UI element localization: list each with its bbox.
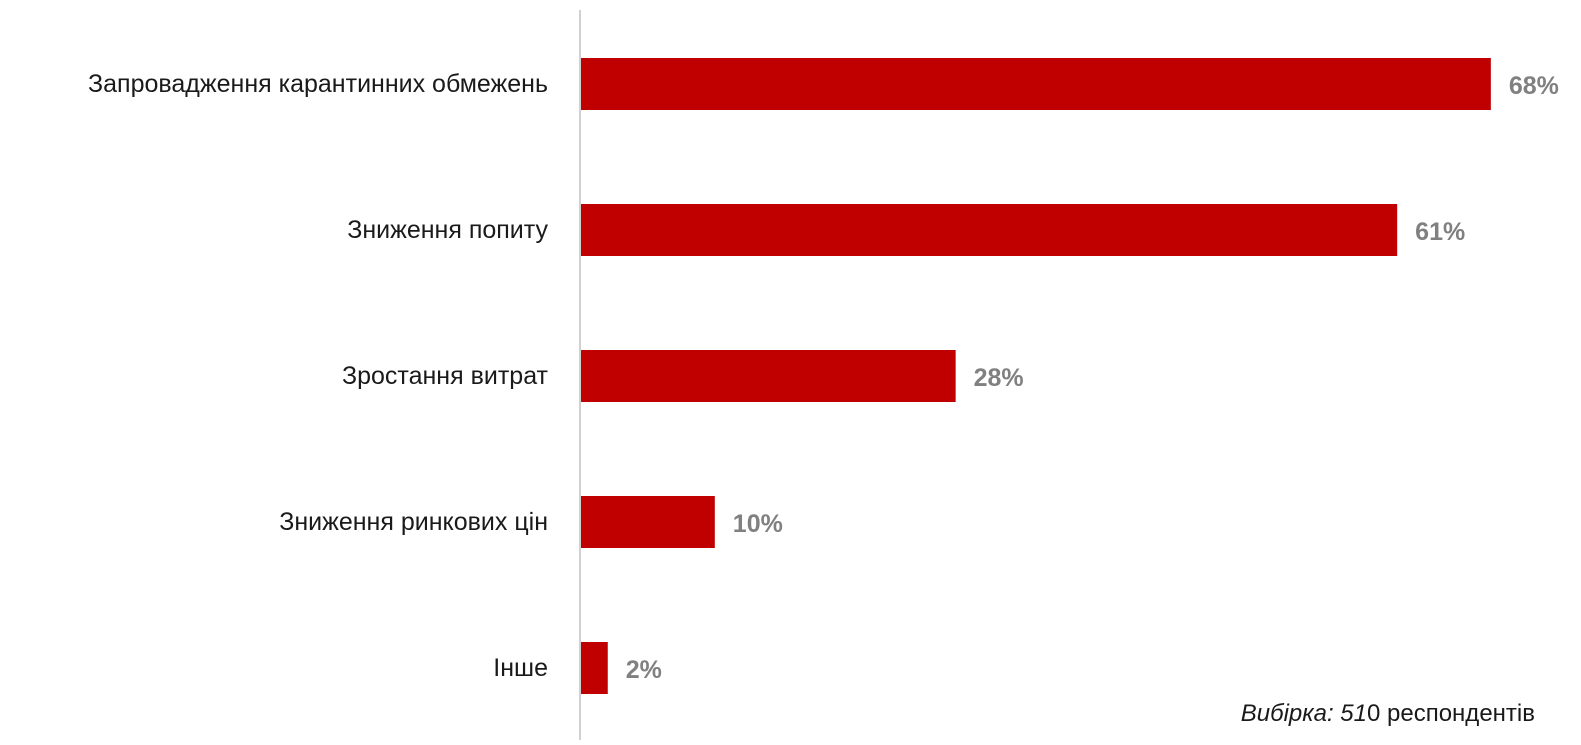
category-label: Зниження ринкових цін [279,508,548,536]
sample-size-suffix: 0 респондентів [1367,700,1535,727]
value-label: 68% [1509,72,1559,100]
category-label: Зростання витрат [342,362,549,390]
sample-size-note: Вибірка: 510 респондентів [1241,700,1535,728]
bar [581,58,1491,110]
value-label: 2% [626,656,662,684]
bar-group: Зниження ринкових цін 10% [279,496,783,548]
bar [581,204,1398,256]
bar-group: Запровадження карантинних обмежень 68% [88,58,1559,110]
category-label: Зниження попиту [347,216,548,244]
category-label: Інше [493,654,548,682]
bar-group: Інше 2% [493,642,662,694]
bar [581,496,715,548]
value-label: 10% [733,510,783,538]
category-label: Запровадження карантинних обмежень [88,70,548,98]
bars-layer: Запровадження карантинних обмежень 68% Зни… [88,58,1559,694]
bar-group: Зростання витрат 28% [342,350,1024,402]
sample-size-number: 51 [1340,700,1367,727]
value-label: 28% [974,364,1024,392]
value-label: 61% [1415,218,1465,246]
bar-group: Зниження попиту 61% [347,204,1465,256]
sample-size-prefix: Вибірка: [1240,700,1334,727]
bar [581,642,608,694]
bar [581,350,956,402]
